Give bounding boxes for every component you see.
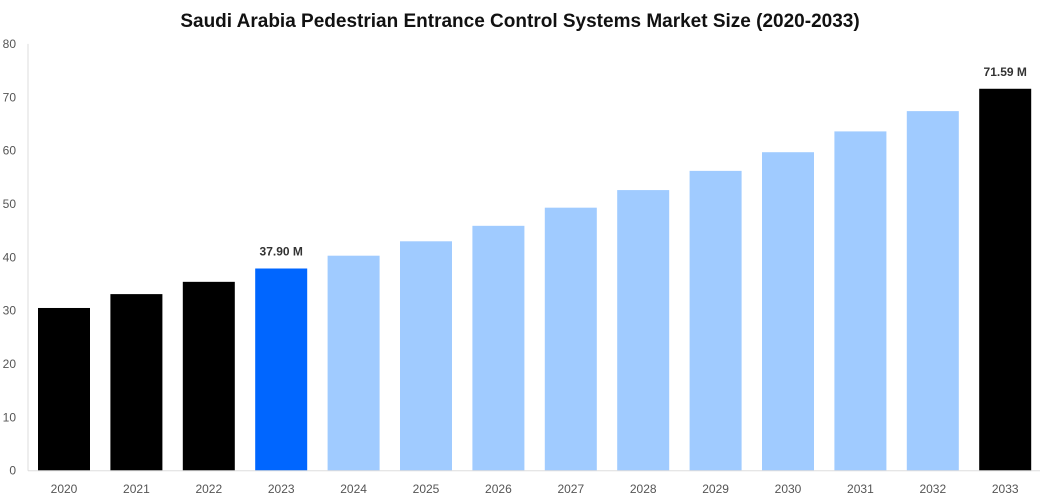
x-tick-label: 2025 — [413, 482, 440, 496]
y-tick-label: 0 — [9, 464, 16, 478]
bar-2026[interactable] — [472, 225, 525, 471]
x-tick-label: 2028 — [630, 482, 657, 496]
x-tick-label: 2027 — [557, 482, 584, 496]
bar-2028[interactable] — [617, 190, 670, 471]
x-tick-label: 2033 — [992, 482, 1019, 496]
bar-2023[interactable] — [255, 268, 308, 471]
y-tick-label: 10 — [3, 410, 17, 424]
bar-2032[interactable] — [906, 111, 959, 471]
y-tick-label: 40 — [3, 250, 17, 264]
x-tick-label: 2024 — [340, 482, 367, 496]
x-tick-label: 2022 — [195, 482, 222, 496]
bar-2030[interactable] — [762, 152, 814, 471]
y-tick-label: 20 — [3, 357, 17, 371]
bar-2033[interactable] — [979, 88, 1032, 471]
x-axis: 2020 2021 2022 2023 2024 2025 2026 2027 2028 2029… — [28, 470, 1040, 496]
bar-2020[interactable] — [38, 307, 90, 471]
bar-2022[interactable] — [182, 281, 235, 471]
bar-2021[interactable] — [110, 294, 163, 471]
y-axis: 0 10 20 30 40 50 60 70 80 — [3, 37, 29, 478]
x-tick-label: 2031 — [847, 482, 874, 496]
x-tick-label: 2029 — [702, 482, 729, 496]
x-tick-label: 2023 — [268, 482, 295, 496]
x-tick-label: 2026 — [485, 482, 512, 496]
x-tick-label: 2032 — [919, 482, 946, 496]
y-tick-label: 50 — [3, 197, 17, 211]
x-tick-label: 2021 — [123, 482, 150, 496]
y-tick-label: 80 — [3, 37, 17, 51]
y-tick-label: 70 — [3, 90, 17, 104]
data-label-2023: 37.90 M — [260, 245, 303, 259]
bar-2025[interactable] — [400, 241, 452, 471]
y-tick-label: 60 — [3, 144, 17, 158]
x-tick-label: 2030 — [775, 482, 802, 496]
chart-title: Saudi Arabia Pedestrian Entrance Control… — [180, 11, 859, 32]
data-label-2033: 71.59 M — [984, 65, 1027, 79]
y-tick-label: 30 — [3, 304, 17, 318]
bar-2031[interactable] — [834, 131, 887, 471]
bar-2027[interactable] — [544, 207, 597, 471]
bar-2029[interactable] — [689, 170, 742, 471]
bars: 37.90 M 71.59 M — [38, 65, 1032, 471]
bar-2024[interactable] — [327, 255, 380, 471]
x-tick-label: 2020 — [51, 482, 78, 496]
